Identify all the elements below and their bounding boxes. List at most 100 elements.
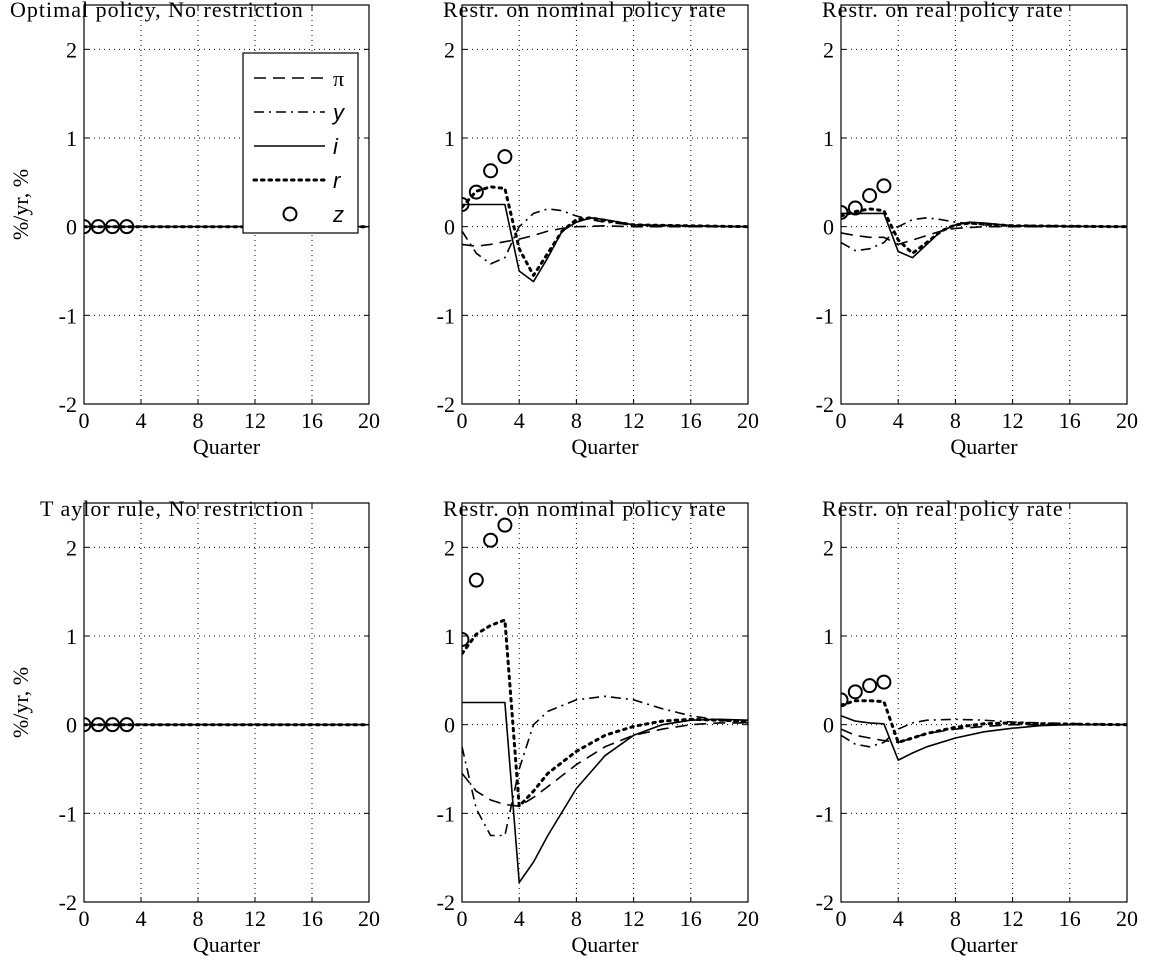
y-tick-label: 2 [823, 37, 834, 62]
x-tick-label: 8 [193, 906, 204, 931]
x-tick-label: 12 [244, 906, 266, 931]
axes-frame [840, 502, 1128, 903]
series-line-r [462, 185, 748, 277]
z-marker [483, 532, 499, 548]
axes-frame [461, 502, 749, 903]
z-marker [876, 674, 892, 690]
z-marker [462, 632, 470, 648]
series-line-y [462, 208, 748, 265]
z-marker [105, 717, 120, 733]
z-marker [841, 692, 849, 708]
y-tick-label: 2 [444, 37, 455, 62]
series-line-i [841, 212, 1127, 259]
y-tick-label: 0 [66, 713, 77, 738]
x-tick-label: 20 [1116, 906, 1138, 931]
y-tick-label: -2 [59, 392, 77, 417]
x-tick-label: 8 [950, 408, 961, 433]
y-tick-label: 0 [823, 215, 834, 240]
series-line-pi [841, 723, 1127, 744]
x-tick-label: 20 [1116, 408, 1138, 433]
x-tick-label: 20 [737, 906, 759, 931]
z-marker [468, 184, 484, 200]
y-tick-label: 1 [823, 624, 834, 649]
y-tick-label: -1 [816, 801, 834, 826]
y-tick-label: 0 [66, 215, 77, 240]
y-tick-label: 1 [444, 624, 455, 649]
x-axis-label: Quarter [950, 434, 1018, 459]
panel-title: Optimal policy, No restriction [10, 0, 304, 22]
x-tick-label: 0 [836, 408, 847, 433]
axes-frame [83, 502, 370, 903]
x-tick-label: 4 [893, 906, 904, 931]
z-marker [847, 684, 863, 700]
y-tick-label: 1 [823, 126, 834, 151]
legend-label: r [333, 168, 342, 193]
axes-frame [83, 4, 370, 405]
legend-label: π [333, 66, 344, 91]
z-marker [497, 517, 513, 533]
x-tick-label: 16 [301, 906, 323, 931]
axes-frame [461, 4, 749, 405]
x-tick-label: 16 [680, 408, 702, 433]
z-marker [876, 178, 892, 194]
z-marker [468, 572, 484, 588]
x-tick-label: 4 [514, 906, 525, 931]
z-marker [90, 219, 106, 235]
y-tick-label: -2 [437, 392, 455, 417]
y-tick-label: 0 [823, 713, 834, 738]
x-tick-label: 4 [893, 408, 904, 433]
x-tick-label: 16 [680, 906, 702, 931]
y-axis-label: %/yr, % [8, 169, 33, 240]
x-axis-label: Quarter [571, 932, 639, 957]
x-tick-label: 0 [79, 906, 90, 931]
x-tick-label: 4 [136, 408, 147, 433]
series-line-pi [841, 225, 1127, 246]
legend-marker-z [282, 206, 298, 222]
y-tick-label: -2 [437, 890, 455, 915]
y-tick-label: 1 [66, 126, 77, 151]
y-tick-label: -1 [437, 303, 455, 328]
y-tick-label: 1 [66, 624, 77, 649]
panel-title: Restr. on real policy rate [822, 496, 1064, 521]
series-line-pi [462, 225, 748, 247]
x-axis-label: Quarter [193, 932, 261, 957]
y-tick-label: -2 [816, 392, 834, 417]
series-line-r [462, 618, 748, 808]
series-line-r [841, 207, 1127, 255]
x-tick-label: 8 [571, 408, 582, 433]
x-tick-label: 20 [737, 408, 759, 433]
z-marker [84, 717, 92, 733]
x-tick-label: 16 [1059, 906, 1081, 931]
x-tick-label: 20 [358, 906, 380, 931]
z-marker [90, 717, 106, 733]
z-marker [862, 678, 878, 694]
x-tick-label: 0 [457, 408, 468, 433]
y-tick-label: -1 [59, 801, 77, 826]
legend-label: z [332, 202, 344, 227]
x-tick-label: 8 [571, 906, 582, 931]
z-marker [847, 200, 863, 216]
y-tick-label: 2 [444, 535, 455, 560]
x-tick-label: 0 [836, 906, 847, 931]
panel-title: Restr. on real policy rate [822, 0, 1064, 22]
x-axis-label: Quarter [950, 932, 1018, 957]
x-tick-label: 12 [244, 408, 266, 433]
series-line-pi [462, 722, 748, 807]
series-line-i [841, 715, 1127, 761]
series-line-i [462, 701, 748, 884]
x-tick-label: 12 [623, 408, 645, 433]
y-tick-label: -1 [59, 303, 77, 328]
x-tick-label: 0 [79, 408, 90, 433]
z-marker [462, 197, 470, 212]
y-tick-label: -1 [437, 801, 455, 826]
y-tick-label: -1 [816, 303, 834, 328]
z-marker [105, 219, 120, 235]
legend-label: i [333, 134, 339, 159]
x-tick-label: 16 [1059, 408, 1081, 433]
y-axis-label: %/yr, % [8, 667, 33, 738]
y-tick-label: 2 [823, 535, 834, 560]
